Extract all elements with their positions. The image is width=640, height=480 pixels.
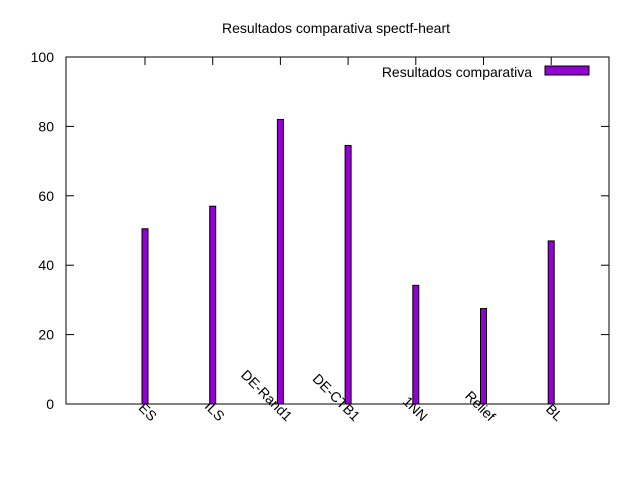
bar [480, 308, 487, 405]
y-tick-label: 20 [38, 327, 54, 343]
y-tick-label: 0 [46, 396, 54, 412]
y-tick-label: 60 [38, 188, 54, 204]
bar [412, 284, 420, 405]
bars [141, 118, 555, 405]
legend-label: Resultados comparativa [382, 64, 532, 80]
legend-swatch [544, 65, 590, 76]
x-tick-label: DE-CTB1 [310, 370, 364, 424]
bar [547, 240, 555, 405]
plot-frame [65, 56, 610, 405]
x-tick-label: DE-Rand1 [238, 367, 296, 425]
bar [276, 118, 284, 405]
bar [209, 205, 217, 405]
bar [141, 228, 149, 405]
legend: Resultados comparativa [382, 64, 590, 80]
chart-title: Resultados comparativa spectf-heart [222, 20, 450, 36]
y-tick-label: 80 [38, 118, 54, 134]
bar [344, 144, 352, 405]
y-tick-label: 100 [31, 49, 55, 65]
y-tick-label: 40 [38, 257, 54, 273]
